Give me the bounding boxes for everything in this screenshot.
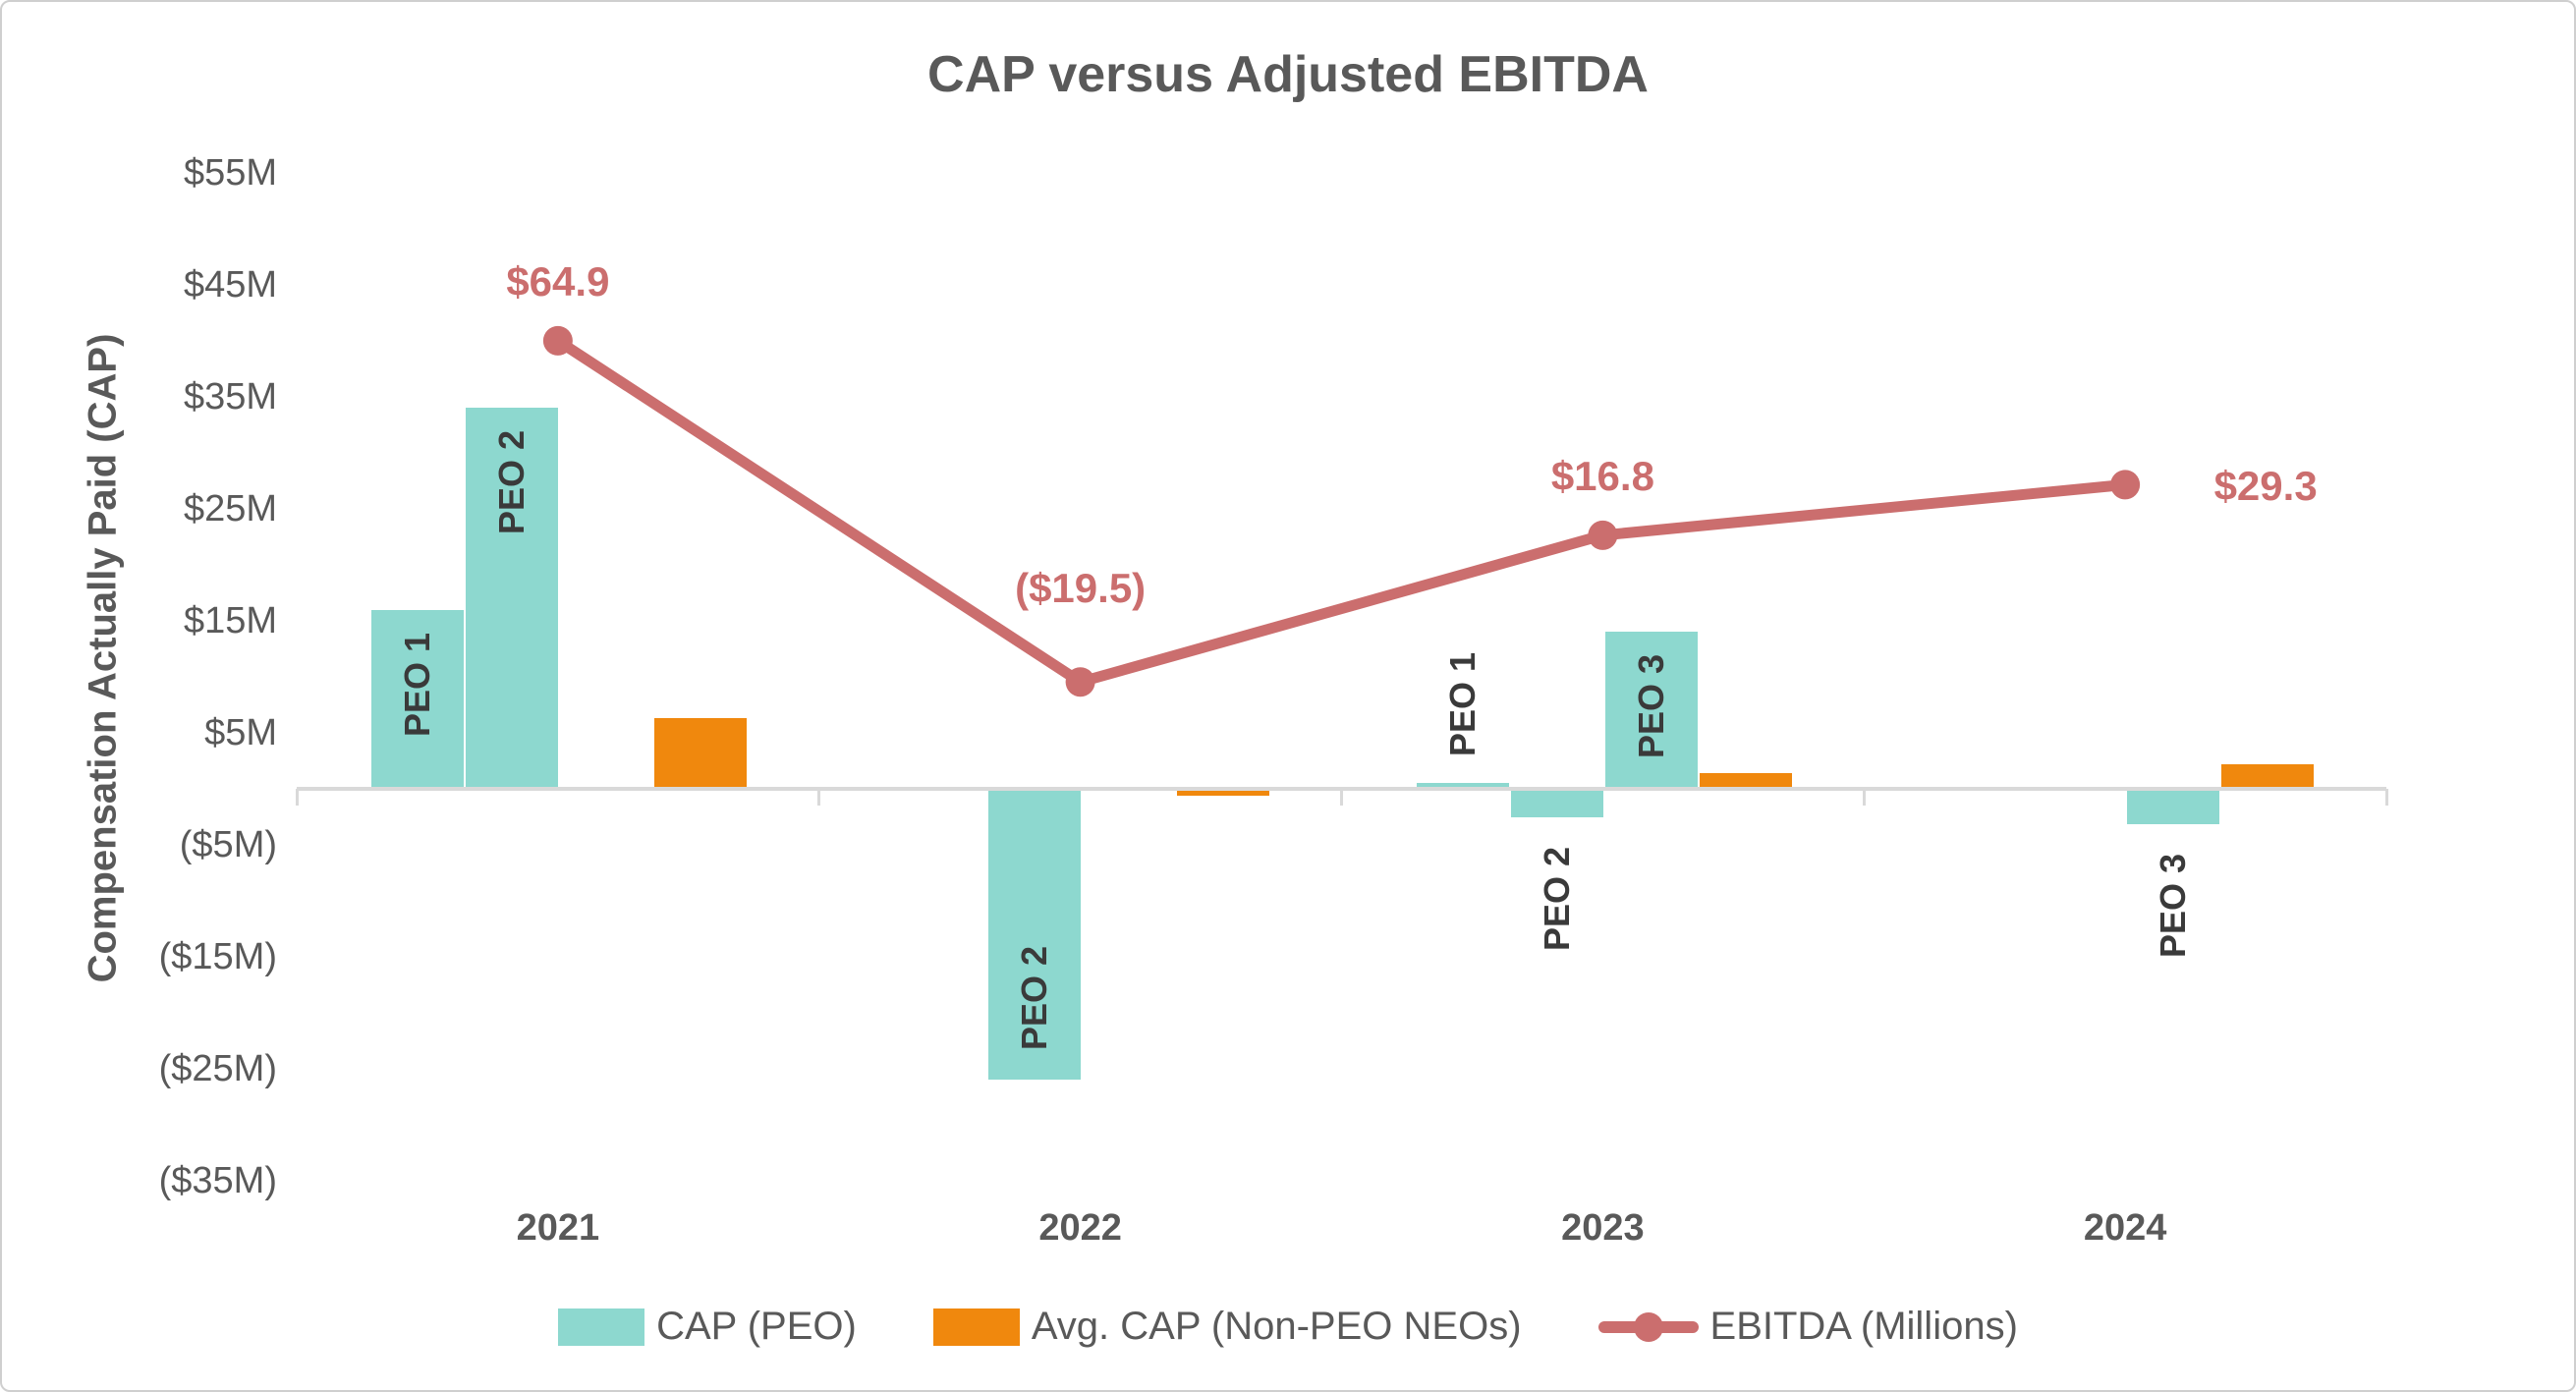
x-axis-label-2024: 2024 bbox=[2083, 1207, 2167, 1249]
x-axis-tick bbox=[295, 789, 299, 806]
y-tick-label-($15M): ($15M) bbox=[158, 936, 277, 977]
ebitda-marker-2022 bbox=[1065, 667, 1095, 697]
y-tick-label-$35M: $35M bbox=[183, 376, 277, 418]
x-axis-label-2022: 2022 bbox=[1038, 1207, 1122, 1249]
bar-cap-peo-2023-peo-1 bbox=[1416, 783, 1509, 789]
y-tick-label-($5M): ($5M) bbox=[179, 824, 277, 865]
bar-non-peo-2022 bbox=[1176, 789, 1269, 796]
x-axis-label-2023: 2023 bbox=[1561, 1207, 1645, 1249]
cap-peo-swatch-icon bbox=[558, 1308, 645, 1346]
legend-label: Avg. CAP (Non-PEO NEOs) bbox=[1031, 1305, 1522, 1348]
ebitda-value-label-2024: $29.3 bbox=[2213, 463, 2318, 510]
x-axis-tick bbox=[1340, 789, 1343, 806]
y-tick-label-$45M: $45M bbox=[183, 264, 277, 306]
y-tick-label-($35M): ($35M) bbox=[158, 1160, 277, 1201]
x-axis-tick bbox=[1862, 789, 1866, 806]
legend: CAP (PEO) Avg. CAP (Non-PEO NEOs) EBITDA… bbox=[2, 1305, 2574, 1349]
ebitda-line-marker-icon bbox=[1597, 1308, 1699, 1346]
ebitda-marker-2023 bbox=[1588, 520, 1618, 550]
legend-label: EBITDA (Millions) bbox=[1709, 1305, 2018, 1348]
y-tick-label-$55M: $55M bbox=[183, 152, 277, 194]
ebitda-line bbox=[552, 335, 2131, 688]
legend-item-cap-peo: CAP (PEO) bbox=[558, 1305, 857, 1349]
bar-cap-peo-2023-peo-2 bbox=[1510, 789, 1603, 817]
chart-title: CAP versus Adjusted EBITDA bbox=[927, 46, 1649, 103]
ebitda-marker-2021 bbox=[542, 325, 573, 356]
ebitda-marker-2024 bbox=[2110, 470, 2141, 500]
y-tick-label-$5M: $5M bbox=[204, 712, 277, 753]
x-axis-tick bbox=[2384, 789, 2388, 806]
y-tick-label-($25M): ($25M) bbox=[158, 1048, 277, 1089]
bar-cap-peo-2021-peo-2 bbox=[466, 408, 558, 789]
bar-non-peo-2023 bbox=[1699, 773, 1792, 789]
ebitda-value-label-2022: ($19.5) bbox=[1015, 565, 1147, 612]
bar-cap-peo-2024-peo-3 bbox=[2127, 789, 2220, 825]
bar-non-peo-2021 bbox=[654, 718, 747, 789]
legend-item-ebitda: EBITDA (Millions) bbox=[1597, 1305, 2018, 1349]
non-peo-swatch-icon bbox=[932, 1308, 1020, 1346]
y-tick-label-$25M: $25M bbox=[183, 488, 277, 529]
x-axis-tick bbox=[817, 789, 821, 806]
y-tick-label-$15M: $15M bbox=[183, 600, 277, 641]
legend-item-non-peo: Avg. CAP (Non-PEO NEOs) bbox=[932, 1305, 1522, 1349]
ebitda-value-label-2021: $64.9 bbox=[506, 257, 610, 305]
ebitda-value-label-2023: $16.8 bbox=[1550, 452, 1654, 499]
bar-non-peo-2024 bbox=[2221, 763, 2315, 789]
x-axis-label-2021: 2021 bbox=[516, 1207, 600, 1249]
bar-cap-peo-2022-peo-2 bbox=[987, 789, 1081, 1081]
bar-cap-peo-2023-peo-3 bbox=[1604, 632, 1698, 789]
legend-label: CAP (PEO) bbox=[656, 1305, 857, 1348]
bar-cap-peo-2021-peo-1 bbox=[371, 609, 464, 789]
